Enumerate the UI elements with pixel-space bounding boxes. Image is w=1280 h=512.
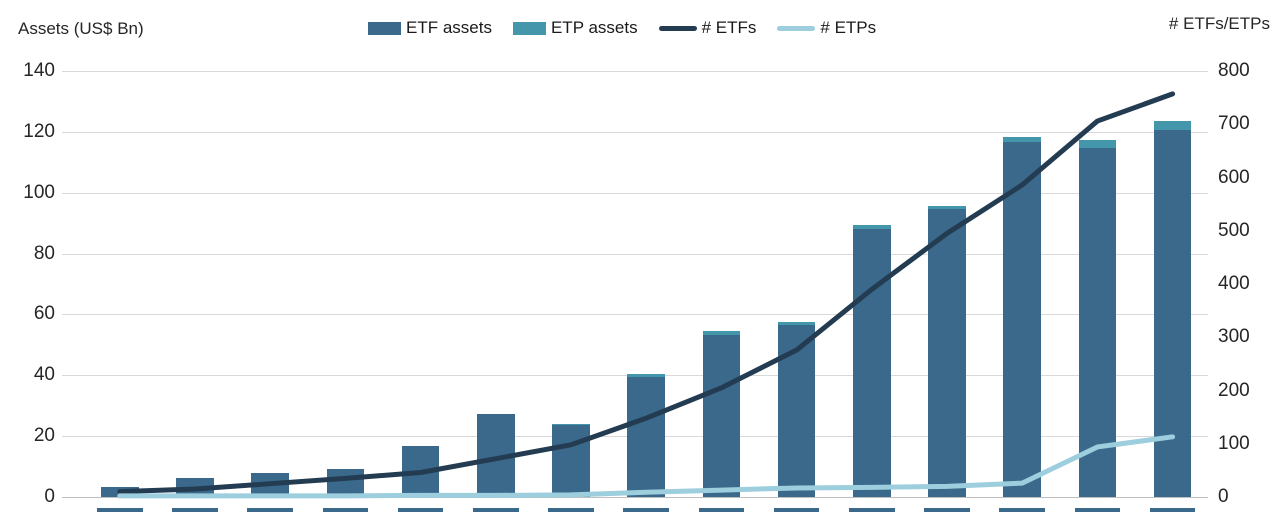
bar-etf-assets [627,376,665,497]
clipped-x-axis-label [773,508,820,512]
line-num-etfs [117,91,1176,495]
bar-etf-assets [702,334,741,497]
bar-etp-assets [928,206,966,210]
gridline [62,71,1208,72]
legend-label: ETP assets [550,18,638,37]
bar-etp-assets [1003,137,1041,142]
left-axis-tick: 120 [23,120,55,142]
bar-etf-assets [1003,141,1041,497]
line-num-etps [117,434,1176,499]
x-axis-line [62,497,1208,498]
bar-etf-assets [326,468,365,497]
legend-item-etf-assets: ETF assets [368,18,492,38]
legend-label: # ETFs [701,18,757,37]
right-axis-tick: 400 [1218,273,1250,294]
right-axis-tick: 600 [1218,166,1250,188]
gridline [62,192,1208,194]
right-axis-tick: 700 [1218,113,1250,135]
legend-item-etp-assets: ETP assets [512,18,638,38]
legend-label: ETF assets [406,18,492,37]
gridline [62,131,1208,133]
bar-etf-assets [552,424,590,497]
right-axis-tick: 300 [1218,326,1250,348]
clipped-x-axis-label [548,508,594,512]
clipped-x-axis-label [247,508,293,512]
clipped-x-axis-label [999,508,1045,512]
bar-etf-assets [1078,147,1117,497]
legend-swatch-bar [512,21,546,35]
bar-etp-assets [777,321,816,326]
clipped-x-axis-label [849,508,895,512]
legend-item-etps: # ETPs [777,18,876,38]
right-axis-tick: 100 [1218,432,1250,454]
gridline [62,253,1208,255]
right-axis-tick: 0 [1218,486,1229,507]
left-axis-tick: 100 [23,181,55,203]
left-axis-title: Assets (US$ Bn) [18,19,144,38]
clipped-x-axis-label [698,508,745,512]
left-axis-tick: 40 [33,364,55,386]
bar-etf-assets [853,228,891,497]
right-axis-tick: 800 [1218,60,1250,81]
bar-etp-assets [1078,140,1117,148]
clipped-x-axis-label [322,508,369,512]
left-axis-tick: 60 [33,303,55,325]
bar-etp-assets [552,423,590,425]
legend-swatch-line [777,25,816,31]
legend: ETF assets ETP assets # ETFs # ETPs [368,18,876,38]
legend-swatch-line [658,25,697,31]
right-axis-tick: 500 [1218,219,1250,241]
bar-etf-assets [928,209,966,497]
left-axis-tick: 0 [44,486,55,507]
bar-etp-assets [853,225,891,229]
clipped-x-axis-label [924,508,970,512]
clipped-x-axis-label [623,508,669,512]
left-axis-tick: 80 [33,242,55,264]
bar-etp-assets [1153,121,1192,131]
clipped-x-axis-label [97,508,143,512]
legend-swatch-bar [368,21,401,35]
clipped-x-axis-label [1074,508,1121,512]
legend-label: # ETPs [820,18,877,37]
left-axis-tick: 20 [33,425,55,447]
right-axis-tick: 200 [1218,379,1250,401]
left-axis-tick: 140 [23,60,55,81]
plot-area [62,71,1208,512]
gridline [62,314,1208,316]
right-axis-title: # ETFs/ETPs [1168,14,1270,33]
bar-etp-assets [702,330,741,335]
clipped-x-axis-label [172,508,218,512]
clipped-x-axis-label [397,508,444,512]
bar-etp-assets [627,373,665,377]
clipped-x-axis-label [473,508,519,512]
legend-item-etfs: # ETFs [658,18,757,38]
clipped-x-axis-label [1149,508,1196,512]
